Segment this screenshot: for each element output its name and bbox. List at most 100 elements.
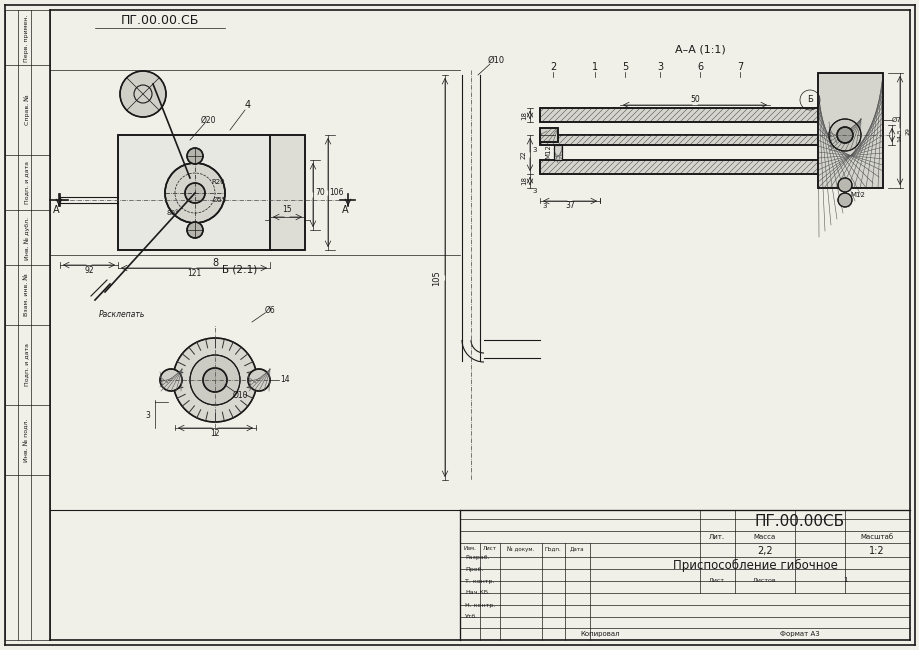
Text: 14: 14 [280,376,289,385]
Bar [553,145,562,160]
Text: Перв. примен.: Перв. примен. [25,14,29,62]
Text: Нач.КБ.: Нач.КБ. [464,590,490,595]
Text: Копировал: Копировал [580,631,619,637]
Text: Приспособление гибочное: Приспособление гибочное [672,558,836,571]
Text: Масштаб: Масштаб [859,534,892,540]
Circle shape [185,183,205,203]
Text: 3: 3 [542,203,547,209]
Circle shape [828,119,860,151]
Text: 2: 2 [550,62,555,72]
Text: А: А [52,205,59,215]
Text: Формат А3: Формат А3 [779,631,819,637]
Text: 18: 18 [520,177,527,185]
Text: 80°: 80° [166,210,179,216]
Text: Утб.: Утб. [464,614,478,619]
Text: Подп. и дата: Подп. и дата [25,161,29,205]
Text: Ø10: Ø10 [487,55,504,64]
Text: Ø20: Ø20 [200,116,216,125]
Text: Масса: Масса [753,534,776,540]
Bar [539,160,829,174]
Text: 1:2: 1:2 [868,546,884,556]
Text: № докум.: № докум. [506,546,534,552]
Text: 3: 3 [532,188,537,194]
Bar [539,108,829,122]
Circle shape [173,338,256,422]
Text: 70: 70 [315,188,324,198]
Text: R20: R20 [211,179,224,185]
Text: Ø10: Ø10 [232,391,247,400]
Text: Ø7: Ø7 [891,117,901,123]
Bar [269,135,305,250]
Text: 92: 92 [85,266,94,276]
Text: M12: M12 [850,192,865,198]
Text: 3: 3 [532,147,537,153]
Text: 50: 50 [689,94,699,103]
Text: 5: 5 [621,62,628,72]
Text: Расклепать: Расклепать [98,311,145,320]
Text: 105: 105 [432,270,441,286]
Circle shape [187,222,203,238]
Text: Разраб.: Разраб. [464,554,489,560]
Text: Дата: Дата [569,547,584,551]
Circle shape [119,71,165,117]
Text: 3: 3 [656,62,663,72]
Text: А–А (1:1): А–А (1:1) [674,45,724,55]
Text: ПГ.00.00СБ: ПГ.00.00СБ [754,515,845,530]
Text: Б: Б [806,96,812,105]
Text: ПГ.00.00.СБ: ПГ.00.00.СБ [120,14,199,27]
Circle shape [837,193,851,207]
Bar [539,135,829,145]
Text: 37: 37 [564,202,574,211]
Bar [118,135,273,250]
Text: Н. контр.: Н. контр. [464,603,494,608]
Text: 7: 7 [736,62,743,72]
Bar [539,108,829,122]
Text: Изм.: Изм. [463,547,476,551]
Circle shape [165,163,225,223]
Text: 12: 12 [210,430,220,439]
Text: 8: 8 [211,258,218,268]
Text: M12: M12 [544,144,550,159]
Circle shape [160,369,182,391]
Text: А: А [341,205,348,215]
Bar [539,128,558,142]
Text: Листов: Листов [753,577,776,582]
Bar [817,73,882,188]
Bar [269,135,305,250]
Text: Подп.: Подп. [544,547,561,551]
Text: Лит.: Лит. [709,534,724,540]
Text: 4: 4 [244,100,251,110]
Bar [539,128,558,142]
Text: Ø55: Ø55 [212,197,227,203]
Bar [539,135,829,145]
Text: Ø6: Ø6 [265,306,275,315]
Circle shape [836,127,852,143]
Text: Проб.: Проб. [464,567,483,571]
Bar [539,160,829,174]
Text: 1: 1 [591,62,597,72]
Text: 106: 106 [328,188,343,198]
Circle shape [837,178,851,192]
Text: 3: 3 [145,411,151,419]
Bar [118,135,273,250]
Text: 121: 121 [187,270,201,278]
Text: Т. контр.: Т. контр. [464,578,494,584]
Text: 29: 29 [904,127,910,135]
Text: 14,5: 14,5 [897,128,902,142]
Text: 22: 22 [520,151,527,159]
Text: 18: 18 [520,111,527,120]
Text: Инв. № подл.: Инв. № подл. [24,418,29,461]
Text: Подп. и дата: Подп. и дата [25,343,29,387]
Text: Лист: Лист [482,547,496,551]
Text: Лист: Лист [709,577,724,582]
Text: Справ. №: Справ. № [24,95,29,125]
Circle shape [203,368,227,392]
Circle shape [190,355,240,405]
Text: 6: 6 [697,62,702,72]
Text: 2,2: 2,2 [756,546,772,556]
Text: 15: 15 [282,205,291,214]
Text: 1: 1 [842,577,846,583]
Bar [817,73,882,188]
Circle shape [248,369,269,391]
Text: Б (2:1): Б (2:1) [222,265,257,275]
